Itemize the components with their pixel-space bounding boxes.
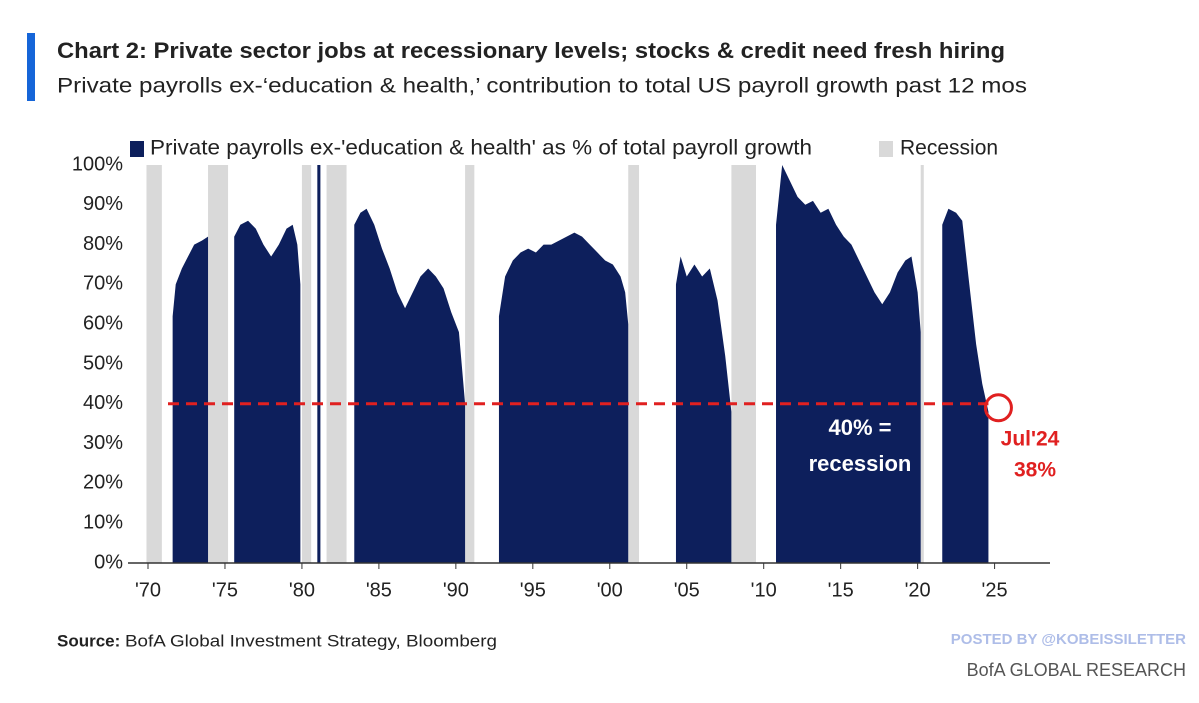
publisher: BofA GLOBAL RESEARCH xyxy=(967,660,1186,680)
y-tick-label: 50% xyxy=(83,352,123,374)
x-tick-label: '25 xyxy=(982,579,1008,601)
y-tick-label: 30% xyxy=(83,432,123,454)
recession-band xyxy=(146,165,162,563)
y-tick-label: 10% xyxy=(83,511,123,533)
recession-band xyxy=(731,165,757,563)
chart-title: Chart 2: Private sector jobs at recessio… xyxy=(57,38,1005,63)
y-tick-label: 100% xyxy=(72,153,123,175)
recession-band xyxy=(208,165,229,563)
callout-value: 38% xyxy=(1014,459,1056,482)
x-tick-label: '00 xyxy=(597,579,623,601)
y-tick-label: 70% xyxy=(83,273,123,295)
legend-label: Private payrolls ex-'education & health'… xyxy=(150,137,812,160)
threshold-label: recession xyxy=(809,451,912,476)
legend-label: Recession xyxy=(900,137,998,160)
recession-band xyxy=(920,165,924,563)
posted-by: POSTED BY @KOBEISSILETTER xyxy=(951,631,1186,648)
x-tick-label: '80 xyxy=(289,579,315,601)
x-tick-label: '90 xyxy=(443,579,469,601)
accent-bar xyxy=(27,33,35,101)
area xyxy=(172,165,989,563)
threshold-label: 40% = xyxy=(829,415,892,440)
x-tick-label: '10 xyxy=(751,579,777,601)
legend-swatch xyxy=(130,141,144,157)
y-tick-label: 40% xyxy=(83,392,123,414)
y-tick-label: 60% xyxy=(83,312,123,334)
y-tick-label: 90% xyxy=(83,193,123,215)
x-tick-label: '15 xyxy=(828,579,854,601)
x-tick-label: '05 xyxy=(674,579,700,601)
recession-band xyxy=(628,165,640,563)
x-tick-label: '85 xyxy=(366,579,392,601)
x-tick-label: '75 xyxy=(212,579,238,601)
recession-band xyxy=(465,165,475,563)
chart-subtitle: Private payrolls ex-‘education & health,… xyxy=(57,75,1027,98)
y-tick-label: 80% xyxy=(83,233,123,255)
y-tick-label: 0% xyxy=(94,551,123,573)
x-tick-label: '95 xyxy=(520,579,546,601)
x-tick-label: '70 xyxy=(135,579,161,601)
callout-label: Jul'24 xyxy=(1001,428,1060,451)
callout-marker xyxy=(983,393,1013,423)
source: BofA Global Investment Strategy, Bloombe… xyxy=(125,631,497,650)
y-tick-label: 20% xyxy=(83,472,123,494)
x-tick-label: '20 xyxy=(905,579,931,601)
recession-band xyxy=(326,165,347,563)
legend-swatch xyxy=(879,141,893,157)
source-label: Source: xyxy=(57,631,120,650)
recession-band xyxy=(301,165,312,563)
